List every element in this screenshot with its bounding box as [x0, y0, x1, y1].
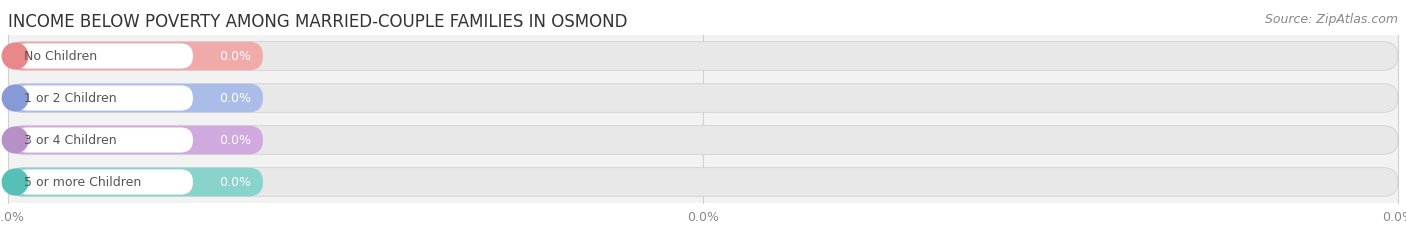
Text: 0.0%: 0.0% — [219, 175, 252, 188]
Circle shape — [3, 85, 28, 111]
FancyBboxPatch shape — [8, 35, 1398, 203]
FancyBboxPatch shape — [15, 127, 193, 153]
FancyBboxPatch shape — [8, 168, 1398, 196]
Text: 0.0%: 0.0% — [219, 92, 252, 104]
FancyBboxPatch shape — [8, 126, 263, 154]
FancyBboxPatch shape — [15, 169, 193, 195]
Text: 5 or more Children: 5 or more Children — [24, 175, 141, 188]
Text: 0.0%: 0.0% — [0, 211, 24, 224]
Text: 0.0%: 0.0% — [1382, 211, 1406, 224]
FancyBboxPatch shape — [15, 86, 193, 111]
Text: 0.0%: 0.0% — [219, 49, 252, 62]
Text: 0.0%: 0.0% — [219, 134, 252, 147]
Text: INCOME BELOW POVERTY AMONG MARRIED-COUPLE FAMILIES IN OSMOND: INCOME BELOW POVERTY AMONG MARRIED-COUPL… — [8, 13, 627, 31]
Text: Source: ZipAtlas.com: Source: ZipAtlas.com — [1265, 13, 1398, 26]
FancyBboxPatch shape — [8, 42, 1398, 70]
FancyBboxPatch shape — [8, 84, 263, 112]
FancyBboxPatch shape — [8, 84, 1398, 112]
Text: 0.0%: 0.0% — [688, 211, 718, 224]
FancyBboxPatch shape — [8, 168, 263, 196]
Text: 1 or 2 Children: 1 or 2 Children — [24, 92, 117, 104]
Circle shape — [3, 169, 28, 195]
Circle shape — [3, 127, 28, 153]
FancyBboxPatch shape — [8, 126, 1398, 154]
FancyBboxPatch shape — [8, 42, 263, 70]
Circle shape — [3, 43, 28, 69]
FancyBboxPatch shape — [15, 43, 193, 69]
Text: No Children: No Children — [24, 49, 97, 62]
Text: 3 or 4 Children: 3 or 4 Children — [24, 134, 117, 147]
